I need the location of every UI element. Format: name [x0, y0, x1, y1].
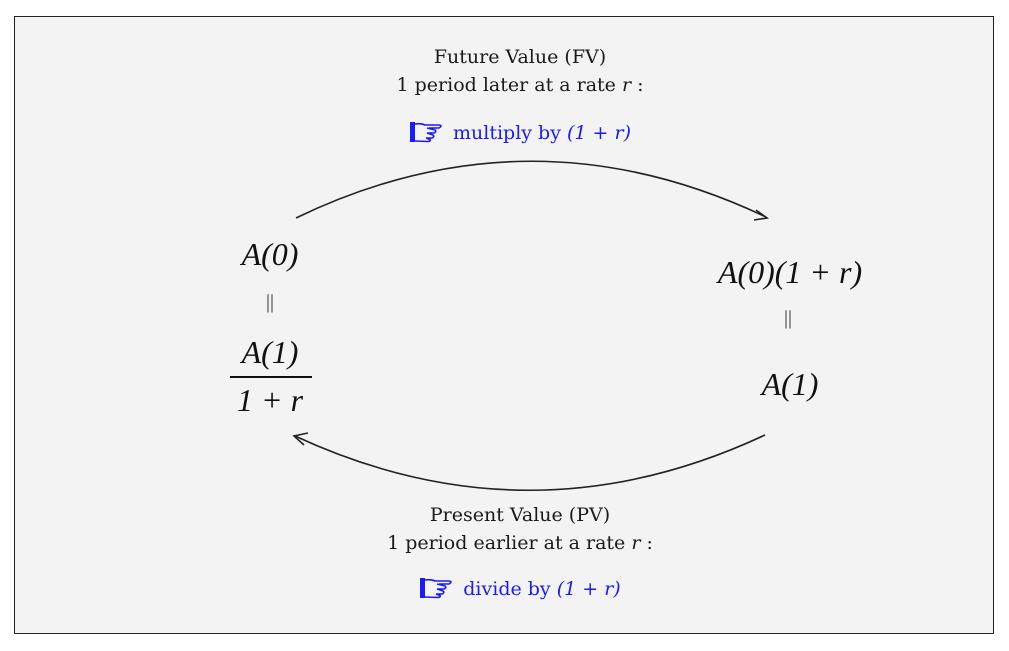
pv-action: divide by (1 + r): [360, 576, 680, 602]
fv-arrow: [295, 160, 767, 219]
pv-arrow-head: [292, 432, 309, 446]
pv-title: Present Value (PV): [429, 504, 611, 526]
left-node-denominator: 1 + r: [236, 382, 304, 418]
right-node-top: A(0)(1 + r): [717, 254, 863, 290]
fv-action: multiply by (1 + r): [340, 120, 700, 146]
pv-arrow: [294, 434, 766, 491]
pv-rate-var: r: [631, 532, 641, 554]
fv-action-expr: (1 + r): [567, 122, 631, 144]
left-node-numerator: A(1): [241, 334, 299, 370]
left-node-top: A(0): [241, 236, 299, 272]
pv-rate-text: 1 period earlier at a rate: [387, 532, 626, 554]
pv-action-expr: (1 + r): [556, 578, 621, 600]
fv-rate-line: 1 period later at a rate r :: [330, 72, 710, 98]
left-node-fraction-bar: [230, 376, 312, 378]
pointing-hand-icon: [410, 122, 442, 143]
right-node-bottom: A(1): [761, 366, 819, 402]
pointing-hand-icon: [420, 578, 453, 599]
fv-rate-text: 1 period later at a rate: [396, 74, 616, 96]
diagram-frame: [14, 16, 994, 634]
right-node-equals: ||: [783, 307, 792, 329]
pv-rate-line: 1 period earlier at a rate r :: [320, 530, 720, 556]
fv-title: Future Value (FV): [433, 46, 607, 68]
pv-action-text: divide by: [463, 578, 551, 600]
fv-arrow-head: [753, 209, 770, 221]
fv-rate-var: r: [621, 74, 632, 96]
left-node-equals: ||: [265, 291, 274, 313]
fv-action-text: multiply by: [453, 122, 561, 144]
fv-rate-colon: :: [637, 74, 644, 96]
pv-rate-colon: :: [646, 532, 653, 554]
